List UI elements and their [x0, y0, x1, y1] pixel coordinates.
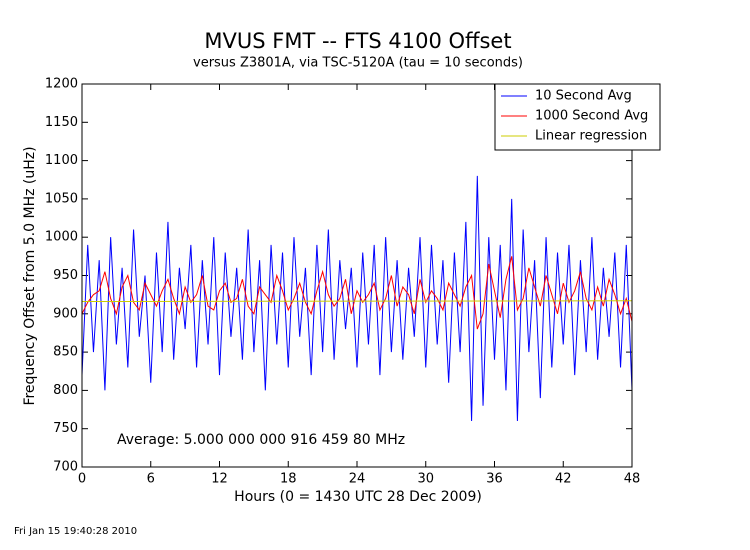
plot-frame [81, 83, 633, 468]
series-line [81, 175, 633, 422]
y-tick-label: 1150 [45, 115, 78, 130]
y-tick-label: 700 [53, 460, 78, 475]
annotation: Average: 5.000 000 000 916 459 80 MHz [117, 432, 405, 448]
x-tick-label: 12 [211, 472, 228, 487]
x-tick-label: 36 [486, 472, 503, 487]
x-tick-label: 0 [78, 472, 86, 487]
chart-title: MVUS FMT -- FTS 4100 Offset [204, 29, 511, 53]
x-tick-label: 30 [417, 472, 434, 487]
y-tick-label: 1200 [45, 77, 78, 92]
x-tick-label: 6 [147, 472, 155, 487]
x-axis-label: Hours (0 = 1430 UTC 28 Dec 2009) [234, 489, 482, 505]
x-tick-label: 48 [624, 472, 641, 487]
legend-label: 1000 Second Avg [535, 109, 648, 124]
y-tick-label: 850 [53, 345, 78, 360]
y-tick-label: 1050 [45, 191, 78, 206]
y-tick-label: 950 [53, 268, 78, 283]
x-tick-label: 18 [280, 472, 297, 487]
legend-label: 10 Second Avg [535, 89, 632, 104]
y-tick-label: 750 [53, 421, 78, 436]
y-axis-label: Frequency Offset from 5.0 MHz (uHz) [22, 146, 38, 405]
y-tick-label: 1100 [45, 153, 78, 168]
series-line [81, 300, 633, 303]
y-tick-label: 900 [53, 306, 78, 321]
x-tick-label: 24 [349, 472, 366, 487]
x-tick-label: 42 [555, 472, 572, 487]
legend-box [494, 83, 661, 151]
series-line [81, 256, 633, 330]
legend-label: Linear regression [535, 129, 647, 144]
footer: Fri Jan 15 19:40:28 2010 [14, 526, 137, 537]
chart-subtitle: versus Z3801A, via TSC-5120A (tau = 10 s… [193, 56, 523, 71]
y-tick-label: 800 [53, 383, 78, 398]
y-tick-label: 1000 [45, 230, 78, 245]
